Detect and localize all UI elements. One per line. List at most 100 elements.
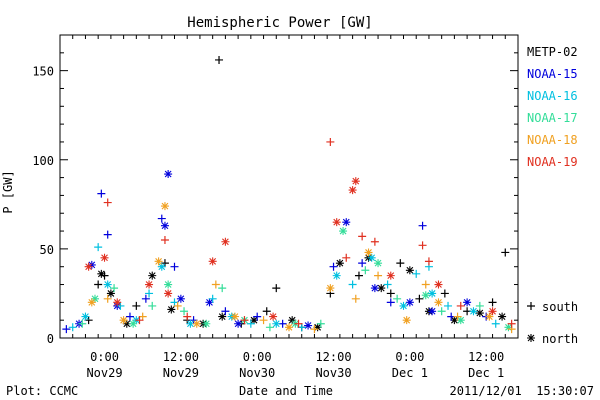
y-tick-label: 50 — [40, 243, 54, 257]
south-marker — [316, 319, 325, 328]
north-marker — [475, 309, 484, 318]
north-marker — [186, 319, 195, 328]
x-tick-label: 0:00 — [243, 350, 272, 364]
north-marker — [90, 294, 99, 303]
south-marker — [215, 55, 224, 64]
north-marker — [405, 298, 414, 307]
series-noaa-16 — [68, 243, 500, 332]
x-tick-date-label: Nov30 — [239, 366, 275, 380]
north-marker — [122, 319, 131, 328]
legend-entry: NOAA-16 — [527, 89, 578, 103]
north-marker — [164, 280, 173, 289]
south-marker — [386, 289, 395, 298]
north-marker — [348, 186, 357, 195]
south-marker — [396, 259, 405, 268]
north-marker — [342, 218, 351, 227]
south-marker — [125, 312, 134, 321]
north-marker — [250, 316, 259, 325]
south-marker — [253, 312, 262, 321]
south-marker — [110, 284, 119, 293]
south-marker — [386, 298, 395, 307]
south-marker — [351, 294, 360, 303]
y-tick-label: 150 — [32, 65, 54, 79]
north-marker — [164, 289, 173, 298]
north-marker — [87, 260, 96, 269]
x-tick-label: 12:00 — [315, 350, 351, 364]
north-marker — [106, 289, 115, 298]
legend-entry: NOAA-17 — [527, 111, 578, 125]
south-marker — [208, 294, 217, 303]
plot-frame — [59, 34, 519, 339]
south-marker — [180, 307, 189, 316]
south-marker — [211, 280, 220, 289]
north-marker — [498, 312, 507, 321]
south-marker — [94, 243, 103, 252]
north-marker — [164, 170, 173, 179]
south-marker — [527, 302, 535, 310]
north-marker — [527, 334, 535, 342]
south-marker — [415, 294, 424, 303]
north-marker — [160, 202, 169, 211]
south-marker — [272, 284, 281, 293]
south-marker — [145, 289, 154, 298]
marker-legend-south: south — [542, 300, 578, 314]
south-marker — [183, 312, 192, 321]
plot-timestamp: 2011/12/01 15:30:07 — [450, 384, 595, 398]
legend: METP-02 NOAA-15 NOAA-16 NOAA-17 NOAA-18 NOAA-… — [527, 45, 578, 169]
x-tick-date-label: Dec 1 — [468, 366, 504, 380]
north-marker — [218, 312, 227, 321]
south-marker — [424, 257, 433, 266]
north-marker — [428, 289, 437, 298]
north-marker — [367, 253, 376, 262]
north-marker — [374, 259, 383, 268]
south-marker — [412, 269, 421, 278]
north-marker — [428, 307, 437, 316]
south-marker — [440, 289, 449, 298]
north-marker — [370, 284, 379, 293]
north-marker — [434, 280, 443, 289]
south-marker — [103, 198, 112, 207]
north-marker — [469, 307, 478, 316]
north-marker — [504, 323, 513, 332]
south-marker — [218, 284, 227, 293]
south-marker — [418, 241, 427, 250]
x-axis-label: Date and Time — [239, 384, 333, 398]
plot-credit: Plot: CCMC — [6, 384, 78, 398]
north-marker — [100, 253, 109, 262]
south-marker — [78, 319, 87, 328]
south-marker — [326, 137, 335, 146]
south-marker — [221, 307, 230, 316]
series-noaa-19 — [84, 137, 516, 328]
y-axis-ticks: 0 50 100 150 — [32, 34, 518, 346]
south-marker — [329, 262, 338, 271]
x-tick-date-label: Dec 1 — [392, 366, 428, 380]
south-marker — [421, 280, 430, 289]
south-marker — [456, 301, 465, 310]
series-metp-02 — [84, 55, 510, 332]
north-marker — [488, 307, 497, 316]
north-marker — [332, 218, 341, 227]
legend-entry: NOAA-15 — [527, 67, 578, 81]
south-marker — [240, 316, 249, 325]
chart-title: Hemispheric Power [GW] — [187, 15, 372, 31]
south-marker — [170, 262, 179, 271]
north-marker — [97, 269, 106, 278]
south-marker — [358, 232, 367, 241]
south-marker — [141, 294, 150, 303]
south-marker — [383, 280, 392, 289]
north-marker — [326, 284, 335, 293]
north-marker — [399, 301, 408, 310]
north-marker — [81, 312, 90, 321]
north-marker — [332, 271, 341, 280]
x-tick-label: 12:00 — [163, 350, 199, 364]
x-axis-ticks: 0:00 Nov29 12:00 Nov29 0:00 Nov30 12:00 Nov30 0:… — [59, 35, 519, 380]
legend-entry: METP-02 — [527, 45, 578, 59]
north-marker — [351, 177, 360, 186]
south-marker — [488, 298, 497, 307]
south-marker — [294, 319, 303, 328]
north-marker — [485, 312, 494, 321]
north-marker — [230, 312, 239, 321]
north-marker — [202, 319, 211, 328]
north-marker — [288, 316, 297, 325]
